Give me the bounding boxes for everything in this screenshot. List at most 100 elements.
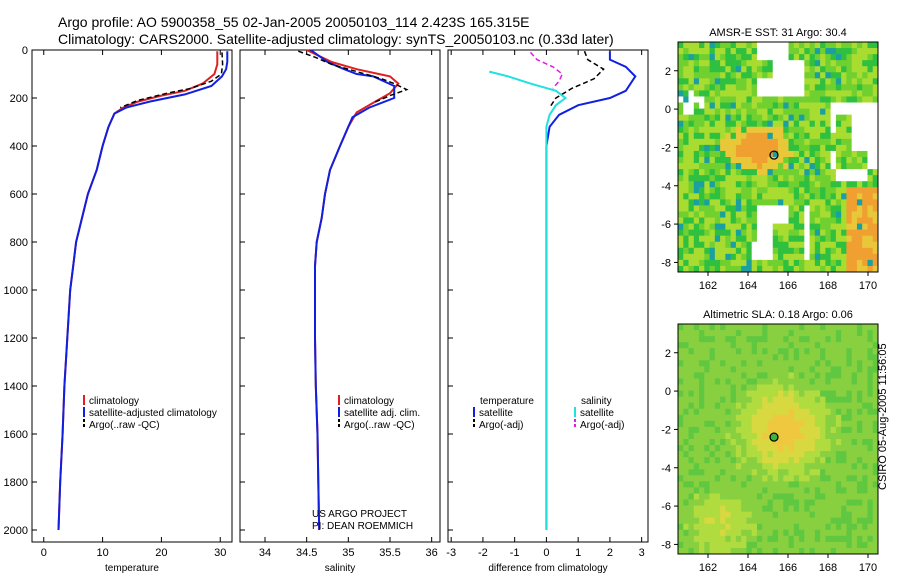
map-cell	[804, 396, 810, 404]
map-cell	[846, 157, 853, 164]
map-cell	[804, 390, 810, 398]
map-cell	[841, 223, 847, 231]
map-cell	[683, 342, 689, 349]
map-cell	[746, 336, 753, 343]
map-cell	[741, 108, 747, 116]
diff-legend-heading: temperature	[480, 396, 534, 407]
map-cell	[756, 96, 763, 103]
map-cell	[725, 102, 732, 109]
map-cell	[751, 541, 758, 549]
map-cell	[778, 432, 784, 440]
map-cell	[809, 408, 816, 416]
map-cell	[867, 163, 874, 170]
sal-climatology-line	[306, 49, 400, 531]
map-cell	[714, 132, 721, 140]
map-cell	[699, 396, 705, 404]
map-cell	[730, 199, 737, 206]
map-cell	[872, 511, 879, 519]
map-cell	[746, 505, 753, 513]
map-cell	[714, 96, 721, 103]
map-cell	[809, 511, 816, 519]
map-cell	[725, 348, 732, 355]
map-frame-2	[677, 323, 879, 555]
map-cell	[814, 529, 821, 537]
map-cell	[872, 163, 879, 170]
map-cell	[762, 535, 768, 543]
map-cell	[746, 102, 753, 109]
map-cell	[756, 463, 763, 470]
map-cell	[683, 211, 689, 218]
map-cell	[846, 330, 853, 337]
map-cell	[756, 223, 763, 231]
map-cell	[862, 342, 868, 349]
map-cell	[820, 66, 826, 73]
map-cell	[683, 253, 689, 261]
map-cell	[767, 487, 774, 494]
map-cell	[720, 96, 726, 103]
map-cell	[725, 157, 732, 164]
map-cell	[751, 439, 758, 446]
map-cell	[851, 487, 858, 494]
map-cell	[862, 150, 868, 158]
map-cell	[741, 529, 747, 537]
map-cell	[872, 487, 879, 494]
map-cell	[846, 396, 853, 404]
map-cell	[678, 408, 684, 416]
map-cell	[688, 163, 695, 170]
map-cell	[793, 475, 800, 482]
map-cell	[846, 150, 853, 158]
diff-legend-heading: salinity	[581, 396, 612, 407]
map-cell	[751, 72, 758, 79]
map-cell	[830, 366, 837, 373]
map-cell	[688, 84, 695, 91]
map-cell	[693, 541, 700, 549]
map-cell	[851, 175, 858, 182]
map-cell	[799, 426, 805, 434]
map-cell	[751, 253, 758, 261]
map-cell	[772, 205, 779, 212]
map-cell	[799, 348, 805, 355]
map-cell	[862, 108, 868, 116]
map-cell	[725, 336, 732, 343]
map-cell	[693, 205, 700, 212]
map-cell	[867, 445, 874, 452]
map-cell	[856, 72, 863, 79]
plot-frame-1	[31, 49, 233, 543]
map-cell	[856, 169, 863, 176]
map-cell	[783, 547, 789, 555]
map-cell	[846, 505, 853, 513]
map-cell	[825, 235, 832, 243]
map-cell	[709, 414, 716, 422]
map-cell	[783, 253, 789, 261]
map-cell	[835, 157, 842, 164]
map-cell	[778, 426, 784, 434]
map-cell	[788, 193, 795, 200]
map-cell	[741, 348, 747, 355]
map-cell	[688, 439, 695, 446]
map-cell	[799, 463, 805, 470]
map-cell	[767, 157, 774, 164]
map-cell	[730, 265, 737, 273]
map-cell	[746, 199, 753, 206]
map-cell	[825, 241, 832, 249]
map-cell	[772, 150, 779, 158]
map-cell	[693, 120, 700, 128]
map-cell	[778, 187, 784, 194]
map-cell	[735, 144, 742, 152]
map-cell	[683, 354, 689, 361]
map-cell	[846, 348, 853, 355]
map-cell	[846, 241, 853, 249]
map-cell	[762, 108, 768, 116]
map-cell	[751, 463, 758, 470]
map-cell	[709, 372, 716, 379]
map-cell	[841, 535, 847, 543]
map-cell	[799, 481, 805, 488]
map-cell	[820, 330, 826, 337]
map-cell	[683, 420, 689, 428]
map-cell	[814, 378, 821, 385]
map-cell	[714, 187, 721, 194]
map-cell	[735, 547, 742, 555]
map-cell	[830, 408, 837, 416]
map-cell	[793, 126, 800, 134]
map-cell	[688, 547, 695, 555]
